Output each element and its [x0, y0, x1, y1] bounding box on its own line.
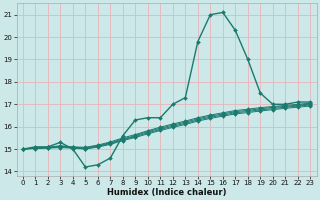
X-axis label: Humidex (Indice chaleur): Humidex (Indice chaleur) [107, 188, 226, 197]
